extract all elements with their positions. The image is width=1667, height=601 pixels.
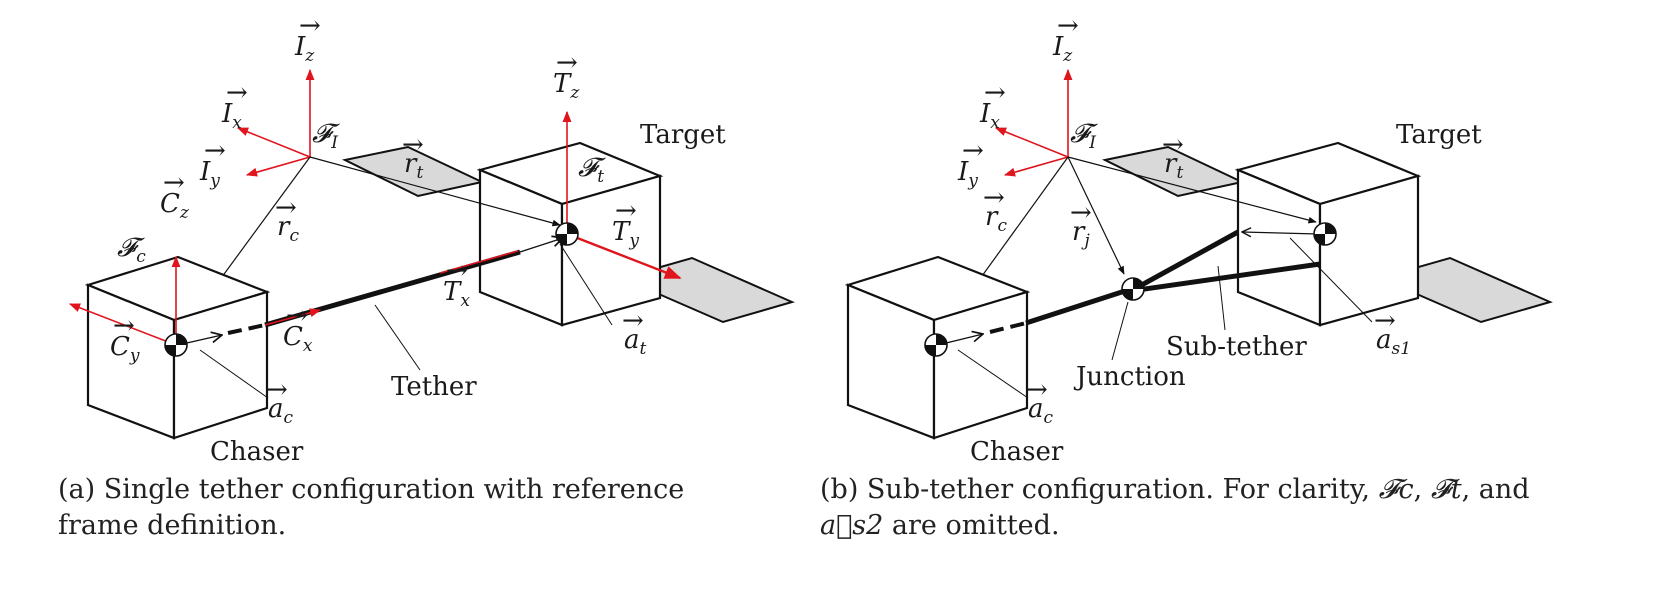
- tether-a: [177, 238, 563, 346]
- caption-b-fc: 𝓕c: [1378, 474, 1414, 505]
- as1-leader: [1289, 237, 1373, 323]
- svg-text:→: →: [113, 311, 135, 341]
- junction-label: Junction: [1073, 362, 1186, 392]
- junction-leader: [1111, 301, 1129, 361]
- target-label-b: Target: [1396, 120, 1482, 150]
- rj-vector-b: [1067, 156, 1125, 275]
- svg-text:→: →: [275, 193, 297, 223]
- caption-b-as2: a⃗s2: [820, 510, 884, 541]
- at-leader: [559, 243, 613, 326]
- svg-text:→: →: [1026, 375, 1048, 405]
- svg-text:→: →: [1162, 130, 1184, 160]
- caption-b-text2: are omitted.: [883, 510, 1060, 541]
- caption-a-line2: frame definition.: [58, 510, 287, 541]
- svg-text:→: →: [204, 136, 226, 166]
- caption-b-ft: 𝓕t: [1430, 474, 1462, 505]
- chaser-com-a: [164, 333, 188, 357]
- sub-tether-label: Sub-tether: [1166, 332, 1307, 362]
- rt-vector-b: [1067, 156, 1317, 224]
- svg-text:→: →: [556, 48, 578, 78]
- svg-text:→: →: [266, 375, 288, 405]
- caption-b-sep1: ,: [1413, 474, 1431, 505]
- tether-leader: [374, 304, 421, 371]
- chaser-com-b: [924, 333, 948, 357]
- svg-text:→: →: [983, 183, 1005, 213]
- svg-text:→: →: [226, 78, 248, 108]
- chaser-frame-axes: [68, 255, 181, 346]
- chaser-label-b: Chaser: [970, 437, 1064, 467]
- target-com-a: [555, 222, 579, 246]
- inertial-frame-b: [994, 68, 1073, 177]
- sub-tether-b: [937, 232, 1321, 346]
- caption-b-line1: (b) Sub-tether configuration. For clarit…: [820, 472, 1580, 508]
- svg-text:→: →: [446, 256, 468, 286]
- svg-text:→: →: [962, 136, 984, 166]
- math-labels-b: Iz → Ix → Iy → 𝓕I rt → rc → rj → as1 → a…: [957, 11, 1411, 428]
- svg-text:→: →: [299, 11, 321, 41]
- ac-leader-b: [957, 349, 1029, 399]
- svg-text:→: →: [402, 130, 424, 160]
- svg-text:→: →: [286, 301, 308, 331]
- svg-text:𝓕I: 𝓕I: [1070, 119, 1098, 153]
- svg-text:→: →: [1070, 198, 1092, 228]
- tether-label-a: Tether: [391, 372, 477, 402]
- chaser-label-a: Chaser: [210, 437, 304, 467]
- caption-a-line1: (a) Single tether configuration with ref…: [58, 474, 685, 505]
- target-com-b: [1313, 222, 1337, 246]
- svg-text:𝓕c: 𝓕c: [117, 233, 146, 267]
- svg-text:→: →: [163, 168, 185, 198]
- caption-a: (a) Single tether configuration with ref…: [58, 472, 718, 544]
- target-cube-b: [1234, 141, 1422, 327]
- svg-text:→: →: [622, 306, 644, 336]
- caption-b-sep2: , and: [1461, 474, 1530, 505]
- junction-node: [1121, 277, 1145, 301]
- panel-b: Iz → Ix → Iy → 𝓕I rt → rc → rj → as1 → a…: [844, 11, 1553, 467]
- rt-vector-a: [309, 156, 561, 227]
- inertial-frame-a: [236, 68, 315, 177]
- svg-text:→: →: [984, 78, 1006, 108]
- svg-text:𝓕I: 𝓕I: [312, 119, 340, 153]
- svg-text:→: →: [1374, 306, 1396, 336]
- svg-text:→: →: [615, 196, 637, 226]
- caption-b: (b) Sub-tether configuration. For clarit…: [820, 472, 1580, 544]
- panel-a: Iz → Ix → Iy → 𝓕I rt → rc → Tz → 𝓕t Ty →…: [68, 11, 795, 467]
- caption-b-text1: (b) Sub-tether configuration. For clarit…: [820, 474, 1379, 505]
- svg-text:→: →: [1057, 11, 1079, 41]
- target-label-a: Target: [640, 120, 726, 150]
- sub-tether-leader: [1217, 265, 1226, 331]
- caption-b-line2: a⃗s2 are omitted.: [820, 508, 1580, 544]
- ac-leader: [199, 349, 269, 399]
- target-frame-axes: [562, 110, 682, 280]
- target-solar-panel-right-b: [1377, 256, 1553, 324]
